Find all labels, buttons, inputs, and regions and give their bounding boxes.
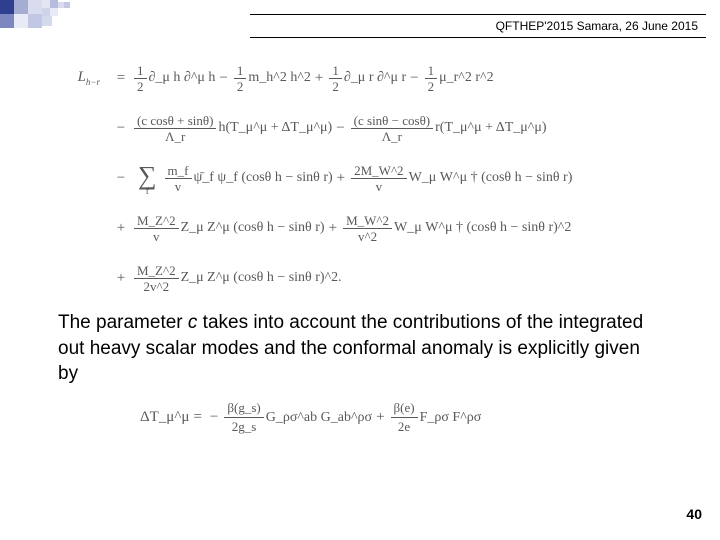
decor-square <box>14 0 28 14</box>
body-paragraph: The parameter c takes into account the c… <box>58 310 658 387</box>
para-var: c <box>188 312 198 333</box>
anomaly-equation: ΔT_μ^μ = − β(g_s)2g_s G_ρσ^ab G_ab^ρσ + … <box>140 400 580 435</box>
page-number: 40 <box>686 506 702 522</box>
decor-square <box>0 0 14 14</box>
equals-sign: = <box>110 71 132 86</box>
decor-square <box>50 8 58 16</box>
eq-lhs: Lh−r <box>78 70 100 87</box>
eq-row-1: Lh−r = 12 ∂_μ h ∂^μ h − 12 m_h^2 h^2 + 1… <box>20 58 700 98</box>
decor-square <box>28 0 42 14</box>
decor-square <box>42 16 52 26</box>
decor-square <box>64 2 70 8</box>
decor-square <box>0 14 14 28</box>
header-text: QFTHEP'2015 Samara, 26 June 2015 <box>496 19 698 33</box>
eq-row-3: − ∑f m_fv ψ̄_f ψ_f (cosθ h − sinθ r) + 2… <box>20 158 700 198</box>
decor-square <box>28 14 42 28</box>
eq-row-4: + M_Z^2v Z_μ Z^μ (cosθ h − sinθ r) + M_W… <box>20 208 700 248</box>
lagrangian-equation: Lh−r = 12 ∂_μ h ∂^μ h − 12 m_h^2 h^2 + 1… <box>20 58 700 308</box>
eq-row-2: − (c cosθ + sinθ)Λ_r h(T_μ^μ + ΔT_μ^μ) −… <box>20 108 700 148</box>
decor-square <box>42 8 50 16</box>
decor-square <box>14 14 28 28</box>
para-pre: The parameter <box>58 312 188 333</box>
eq2-lhs: ΔT_μ^μ <box>140 409 189 426</box>
corner-decoration <box>0 0 170 36</box>
header-bar: QFTHEP'2015 Samara, 26 June 2015 <box>250 14 706 38</box>
decor-square <box>50 0 58 8</box>
eq-row-5: + M_Z^22v^2 Z_μ Z^μ (cosθ h − sinθ r)^2. <box>20 258 700 298</box>
decor-square <box>42 0 50 8</box>
